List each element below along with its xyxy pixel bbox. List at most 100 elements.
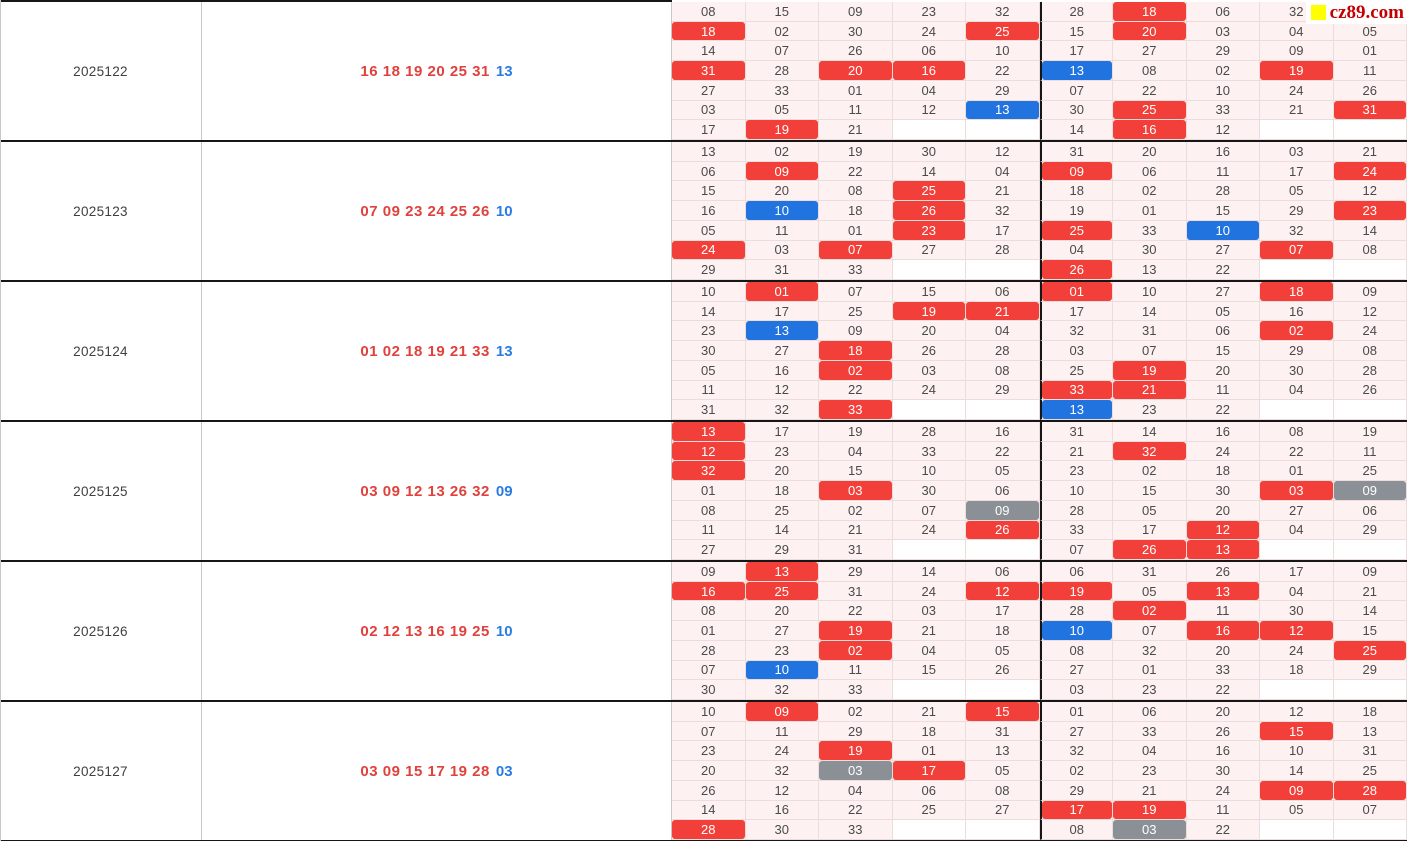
number-cell: 32 xyxy=(745,400,819,420)
cell-number: 19 xyxy=(774,122,789,138)
cell-number: 07 xyxy=(774,43,789,59)
cell-number: 06 xyxy=(1362,502,1377,518)
number-cell: 26 xyxy=(1333,380,1407,401)
number-cell: 15 xyxy=(1186,341,1260,361)
cell-highlight xyxy=(819,61,892,80)
cell-number: 11 xyxy=(1363,443,1377,459)
cell-number: 02 xyxy=(1142,603,1157,619)
cell-number: 07 xyxy=(1142,622,1157,638)
number-cell: 32 xyxy=(745,761,819,781)
number-cell: 09 xyxy=(1039,161,1113,182)
number-cell: 29 xyxy=(1039,780,1113,801)
number-cell: 30 xyxy=(819,21,893,42)
cell-number: 16 xyxy=(1289,303,1304,319)
number-cell: 20 xyxy=(745,601,819,622)
number-cell: 02 xyxy=(1186,61,1260,81)
number-cell: 31 xyxy=(1333,741,1407,762)
number-cell: 15 xyxy=(1260,721,1334,742)
cell-number: 27 xyxy=(774,622,789,638)
cell-number: 14 xyxy=(774,522,789,538)
cell-number: 26 xyxy=(921,202,936,218)
cell-number: 09 xyxy=(1362,563,1377,579)
number-cell: 29 xyxy=(672,260,746,280)
cell-number: 16 xyxy=(1215,743,1230,759)
cell-number: 18 xyxy=(1289,283,1304,299)
cell-number: 07 xyxy=(1069,82,1084,98)
cell-number: 21 xyxy=(995,303,1010,319)
cell-number: 33 xyxy=(921,443,936,459)
cell-number: 08 xyxy=(1069,642,1084,658)
winning-numbers: 07 09 23 24 25 26 10 xyxy=(202,142,672,280)
number-cell: 12 xyxy=(1333,301,1407,322)
number-cell: 22 xyxy=(1186,400,1260,420)
number-cell: 15 xyxy=(966,702,1040,722)
number-cell: 09 xyxy=(1260,41,1334,62)
number-cell: 32 xyxy=(966,2,1040,22)
number-cell: 19 xyxy=(1333,422,1407,442)
cell-number: 25 xyxy=(1069,362,1084,378)
cell-number: 11 xyxy=(701,382,716,398)
cell-number: 16 xyxy=(774,802,789,818)
cell-number: 18 xyxy=(774,482,789,498)
number-cell: 07 xyxy=(892,500,966,521)
cell-number: 13 xyxy=(1215,583,1230,599)
cell-number: 29 xyxy=(1069,782,1084,798)
cell-highlight xyxy=(892,301,965,321)
cell-number: 01 xyxy=(701,482,716,498)
cell-number: 23 xyxy=(1142,762,1157,778)
number-cell: 02 xyxy=(1113,181,1187,202)
cell-number: 13 xyxy=(1142,262,1157,278)
number-cell: 17 xyxy=(745,422,819,442)
cell-highlight xyxy=(1260,321,1333,341)
number-cell: 02 xyxy=(1113,601,1187,622)
number-cell: 03 xyxy=(745,240,819,261)
cell-number: 29 xyxy=(701,262,716,278)
cell-highlight xyxy=(819,640,892,660)
cell-number: 21 xyxy=(1069,443,1084,459)
cell-highlight xyxy=(1041,581,1112,601)
cell-number: 13 xyxy=(1069,62,1084,78)
number-cell: 30 xyxy=(892,142,966,162)
cell-number: 12 xyxy=(1215,522,1230,538)
cell-number: 26 xyxy=(1142,542,1157,558)
number-cell: 25 xyxy=(1113,100,1187,121)
cell-number: 31 xyxy=(848,542,863,558)
cell-number: 32 xyxy=(701,463,716,479)
number-cell: 32 xyxy=(1113,640,1187,661)
number-cell: 10 xyxy=(745,201,819,221)
number-cell: 26 xyxy=(819,41,893,62)
site-logo-link[interactable]: cz89.com xyxy=(1305,0,1407,24)
cell-number: 21 xyxy=(1289,102,1304,118)
cell-number: 33 xyxy=(1069,382,1084,398)
number-cell: 33 xyxy=(1186,660,1260,681)
cell-number: 11 xyxy=(1216,603,1230,619)
cell-number: 31 xyxy=(848,583,863,599)
number-cell: 10 xyxy=(966,41,1040,62)
cell-number: 22 xyxy=(1142,82,1157,98)
cell-number: 14 xyxy=(1289,762,1304,778)
cell-number: 06 xyxy=(995,563,1010,579)
number-cell: 06 xyxy=(1186,321,1260,342)
cell-number: 25 xyxy=(995,23,1010,39)
red-balls: 07 09 23 24 25 26 xyxy=(360,202,490,220)
cell-number: 05 xyxy=(1289,802,1304,818)
number-cell: 09 xyxy=(1333,562,1407,582)
number-cell: 01 xyxy=(892,741,966,762)
number-cell xyxy=(892,820,966,840)
number-cell: 16 xyxy=(1113,120,1187,140)
cell-number: 10 xyxy=(774,202,789,218)
number-cell: 21 xyxy=(1333,581,1407,602)
cell-number: 14 xyxy=(1362,603,1377,619)
cell-number: 20 xyxy=(1215,642,1230,658)
number-cell: 19 xyxy=(819,621,893,641)
cell-number: 21 xyxy=(1142,782,1157,798)
number-cell: 04 xyxy=(1113,741,1187,762)
cell-number: 02 xyxy=(848,642,863,658)
cell-number: 20 xyxy=(1215,362,1230,378)
number-cell: 07 xyxy=(1039,540,1113,560)
number-cell: 16 xyxy=(892,61,966,81)
number-cell: 01 xyxy=(745,282,819,302)
number-cell: 33 xyxy=(819,820,893,840)
cell-number: 28 xyxy=(774,62,789,78)
number-cell: 10 xyxy=(1039,481,1113,501)
